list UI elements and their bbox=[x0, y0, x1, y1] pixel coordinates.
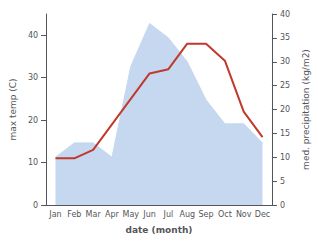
svg-text:Sep: Sep bbox=[199, 210, 214, 219]
svg-text:35: 35 bbox=[280, 33, 290, 42]
svg-text:Oct: Oct bbox=[218, 210, 232, 219]
svg-text:25: 25 bbox=[280, 81, 290, 90]
svg-text:40: 40 bbox=[28, 31, 38, 40]
svg-text:0: 0 bbox=[33, 201, 38, 210]
svg-text:Jun: Jun bbox=[142, 210, 156, 219]
svg-text:20: 20 bbox=[28, 116, 38, 125]
svg-text:30: 30 bbox=[28, 73, 38, 82]
svg-text:40: 40 bbox=[280, 10, 290, 19]
svg-text:10: 10 bbox=[28, 158, 38, 167]
svg-text:20: 20 bbox=[280, 105, 290, 114]
svg-text:date (month): date (month) bbox=[126, 225, 193, 235]
svg-text:max temp (C): max temp (C) bbox=[8, 78, 18, 140]
svg-text:med. precipitation (kg/m2): med. precipitation (kg/m2) bbox=[301, 49, 311, 170]
svg-text:30: 30 bbox=[280, 57, 290, 66]
svg-text:Aug: Aug bbox=[179, 210, 195, 219]
svg-text:Mar: Mar bbox=[86, 210, 102, 219]
svg-text:Dec: Dec bbox=[255, 210, 270, 219]
svg-text:Nov: Nov bbox=[236, 210, 252, 219]
svg-text:Apr: Apr bbox=[105, 210, 120, 219]
svg-text:Jul: Jul bbox=[163, 210, 174, 219]
svg-text:May: May bbox=[122, 210, 139, 219]
svg-text:Jan: Jan bbox=[48, 210, 61, 219]
svg-text:5: 5 bbox=[280, 177, 285, 186]
svg-text:Feb: Feb bbox=[67, 210, 81, 219]
svg-text:10: 10 bbox=[280, 153, 290, 162]
svg-text:0: 0 bbox=[280, 201, 285, 210]
svg-text:15: 15 bbox=[280, 129, 290, 138]
